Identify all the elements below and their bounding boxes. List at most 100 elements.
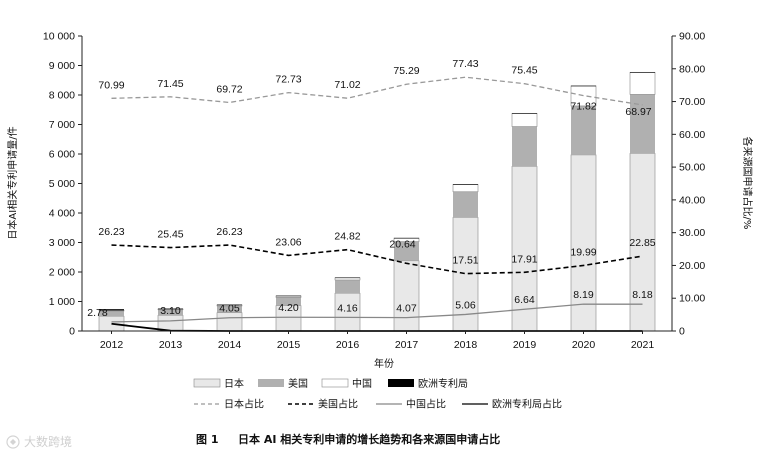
y-left-tick-label: 10 000 (43, 31, 75, 43)
bar-stack-2018 (452, 184, 479, 332)
bar-欧洲专利局-2016 (335, 277, 360, 279)
legend-item-中国: 中国 (321, 377, 372, 390)
y-left-tick-label: 9 000 (49, 60, 75, 72)
bar-欧洲专利局-2021 (630, 72, 655, 73)
data-label-中国占比-2014: 4.05 (219, 303, 240, 315)
y-left-tick-label: 2 000 (49, 267, 75, 279)
y-left-tick-label: 6 000 (49, 149, 75, 161)
axes-group: 0 1 000 2 000 3 000 4 000 5 000 6 000 7 000 8 00… (43, 31, 706, 352)
y-right-tick-label: 10.00 (679, 293, 705, 305)
x-tick-label-2013: 2013 (159, 339, 183, 351)
data-label-美国占比-2014: 26.23 (216, 226, 242, 238)
data-label-日本占比-2012: 70.99 (98, 79, 124, 91)
bar-美国-2019 (512, 126, 537, 167)
line-series-欧洲专利局占比 (111, 322, 643, 332)
bar-美国-2017 (394, 241, 419, 261)
bar-stack-2020 (570, 85, 597, 332)
x-tick-label-2015: 2015 (277, 339, 301, 351)
x-tick-label-2021: 2021 (631, 339, 655, 351)
watermark-logo-mark (10, 439, 16, 445)
y-right-tick-label: 60.00 (679, 129, 705, 141)
line-series-美国占比 (111, 244, 643, 275)
data-label-日本占比-2015: 72.73 (275, 74, 301, 86)
data-label-日本占比-2016: 71.02 (334, 79, 360, 91)
y-right-tick-label: 0 (679, 326, 685, 338)
data-label-中国占比-2018: 5.06 (455, 299, 476, 311)
bar-美国-2020 (571, 105, 596, 155)
bar-欧洲专利局-2020 (571, 85, 596, 87)
y-axis-left-title: 日本AI相关专利申请量/件 (6, 126, 19, 239)
data-label-日本占比-2021: 68.97 (625, 106, 651, 118)
y-left-tick-label: 1 000 (49, 296, 75, 308)
bar-欧洲专利局-2015 (276, 295, 301, 297)
bar-日本-2014 (216, 312, 243, 332)
bar-stack-2019 (511, 112, 538, 332)
legend-label-日本占比: 日本占比 (224, 398, 264, 411)
line-series-中国占比 (111, 303, 643, 323)
bars-group (98, 71, 656, 332)
bar-美国-2014 (217, 305, 242, 313)
bar-欧洲专利局-2013 (158, 308, 183, 310)
watermark-logo-icon (6, 435, 20, 449)
bar-欧洲专利局-2018 (453, 184, 478, 185)
caption-number: 图 1 (196, 433, 218, 446)
bar-中国-2018 (452, 184, 479, 193)
x-tick-label-2019: 2019 (513, 339, 537, 351)
bar-日本-2017 (393, 260, 420, 332)
bar-stack-2013 (157, 308, 184, 332)
legend-label-中国: 中国 (352, 377, 372, 390)
data-label-中国占比-2017: 4.07 (396, 303, 417, 315)
bar-stack-2012 (98, 309, 125, 332)
data-label-日本占比-2020: 71.82 (570, 101, 596, 113)
legend-item-美国: 美国 (258, 377, 308, 390)
data-labels-group: 70.99 71.45 69.72 72.73 71.02 75.29 77.43 75.45… (87, 58, 656, 319)
x-tick-label-2016: 2016 (336, 339, 360, 351)
y-right-tick-label: 30.00 (679, 227, 705, 239)
data-label-日本占比-2013: 71.45 (157, 78, 183, 90)
data-label-美国占比-2016: 24.82 (334, 231, 360, 243)
bar-欧洲专利局-2012 (99, 309, 124, 311)
legend-label-美国: 美国 (288, 377, 308, 390)
y-left-tick-label: 8 000 (49, 90, 75, 102)
bar-日本-2020 (570, 154, 597, 332)
data-label-中国占比-2015: 4.20 (278, 302, 299, 314)
y-right-tick-label: 70.00 (679, 96, 705, 108)
bar-日本-2019 (511, 166, 538, 332)
bar-中国-2019 (511, 112, 538, 127)
bar-美国-2021 (630, 94, 655, 154)
legend-label-中国占比: 中国占比 (406, 398, 446, 411)
data-label-中国占比-2020: 8.19 (573, 289, 594, 301)
data-label-美国占比-2018: 17.51 (452, 255, 478, 267)
y-right-tick-label: 50.00 (679, 162, 705, 174)
x-axis-title: 年份 (374, 357, 394, 370)
legend-item-中国占比: 中国占比 (376, 398, 446, 411)
data-label-日本占比-2017: 75.29 (393, 65, 419, 77)
legend-label-欧洲专利局占比: 欧洲专利局占比 (492, 398, 562, 411)
data-label-美国占比-2019: 17.91 (511, 253, 537, 265)
bar-欧洲专利局-2014 (217, 304, 242, 306)
bar-日本-2018 (452, 217, 479, 332)
bar-美国-2012 (99, 310, 124, 317)
y-right-tick-label: 80.00 (679, 63, 705, 75)
data-label-美国占比-2012: 26.23 (98, 226, 124, 238)
y-left-tick-label: 7 000 (49, 119, 75, 131)
figure-caption: 图 1 日本 AI 相关专利申请的增长趋势和各来源国申请占比 (196, 432, 500, 446)
legend-item-欧洲专利局: 欧洲专利局 (388, 377, 468, 390)
bar-美国-2016 (335, 279, 360, 294)
legend-item-欧洲专利局占比: 欧洲专利局占比 (462, 398, 562, 411)
x-tick-label-2012: 2012 (100, 339, 124, 351)
legend-label-欧洲专利局: 欧洲专利局 (418, 377, 468, 390)
data-label-中国占比-2019: 6.64 (514, 294, 535, 306)
legend-swatch-中国 (321, 378, 349, 388)
y-left-tick-label: 0 (69, 326, 75, 338)
legend-swatch-日本 (193, 378, 221, 388)
watermark-text: 大数跨境 (24, 434, 72, 449)
data-label-美国占比-2013: 25.45 (157, 229, 183, 241)
data-label-日本占比-2014: 69.72 (216, 83, 242, 95)
chart-title: 日本 AI 相关专利申请的增长趋势和各来源国申请占比 (238, 432, 500, 446)
data-label-美国占比-2021: 22.85 (629, 237, 655, 249)
bar-美国-2015 (276, 297, 301, 306)
bar-stack-2015 (275, 295, 302, 332)
